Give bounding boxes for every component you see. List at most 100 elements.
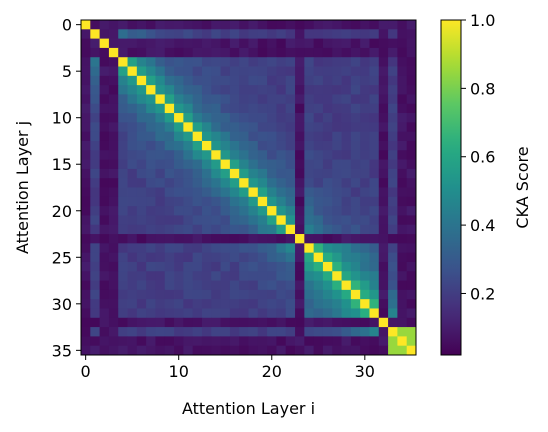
heatmap-cell xyxy=(257,131,268,142)
heatmap-cell xyxy=(192,29,203,40)
heatmap-cell xyxy=(183,122,194,133)
heatmap-cell xyxy=(313,280,324,291)
heatmap-cell xyxy=(350,187,361,198)
heatmap-cell xyxy=(248,38,259,49)
x-tick-label: 0 xyxy=(81,362,91,381)
heatmap-cell xyxy=(406,103,417,114)
heatmap-cell xyxy=(295,159,305,170)
heatmap-cell xyxy=(183,206,194,216)
heatmap-cell xyxy=(192,168,203,179)
heatmap-cell xyxy=(248,85,259,95)
heatmap-cell xyxy=(360,178,370,188)
heatmap-cell xyxy=(192,243,203,254)
heatmap-cell xyxy=(174,178,184,188)
heatmap-cell xyxy=(378,168,389,179)
heatmap-cell xyxy=(174,122,184,133)
heatmap-cell xyxy=(295,75,305,86)
heatmap-cell xyxy=(127,224,138,235)
heatmap-cell xyxy=(295,196,305,207)
heatmap-cell xyxy=(127,38,138,49)
heatmap-cell xyxy=(304,224,315,235)
heatmap-cell xyxy=(81,317,91,328)
heatmap-cell xyxy=(313,66,324,77)
heatmap-cell xyxy=(285,159,296,170)
heatmap-cell xyxy=(211,234,221,244)
heatmap-cell xyxy=(332,224,342,235)
heatmap-cell xyxy=(81,140,91,151)
heatmap-cell xyxy=(304,317,315,328)
heatmap-cell xyxy=(322,261,333,272)
heatmap-cell xyxy=(397,75,408,86)
heatmap-cell xyxy=(360,243,370,254)
heatmap-cell xyxy=(174,131,184,142)
heatmap-cell xyxy=(90,243,101,254)
heatmap-cell xyxy=(164,85,175,95)
heatmap-cell xyxy=(350,38,361,49)
heatmap-cell xyxy=(313,178,324,188)
heatmap-cell xyxy=(127,261,138,272)
heatmap-cell xyxy=(341,327,352,337)
heatmap-cell xyxy=(388,280,398,291)
heatmap-cell xyxy=(229,308,240,319)
heatmap-cell xyxy=(174,57,184,67)
heatmap-cell xyxy=(146,159,156,170)
heatmap-cell xyxy=(108,178,119,188)
heatmap-cell xyxy=(146,206,156,216)
heatmap-cell xyxy=(211,150,221,160)
heatmap-cell xyxy=(350,327,361,337)
heatmap-cell xyxy=(304,336,315,347)
heatmap-cell xyxy=(322,327,333,337)
heatmap-cell xyxy=(220,122,231,133)
colorbar-tick-label: 0.6 xyxy=(470,148,495,167)
heatmap-cell xyxy=(201,131,212,142)
heatmap-cell xyxy=(174,327,184,337)
heatmap-cell xyxy=(313,261,324,272)
heatmap-cell xyxy=(267,261,277,272)
heatmap-cell xyxy=(127,75,138,86)
heatmap-cell xyxy=(369,289,380,300)
heatmap-cell xyxy=(192,252,203,263)
heatmap-cell xyxy=(220,131,231,142)
heatmap-cell xyxy=(304,159,315,170)
heatmap-cell xyxy=(164,327,175,337)
heatmap-cell xyxy=(118,317,128,328)
heatmap-cell xyxy=(164,159,175,170)
heatmap-cell xyxy=(164,94,175,105)
heatmap-cell xyxy=(322,252,333,263)
heatmap-cell xyxy=(304,38,315,49)
heatmap-cell xyxy=(90,140,101,151)
heatmap-cell xyxy=(295,187,305,198)
heatmap-cell xyxy=(201,271,212,281)
heatmap-cell xyxy=(388,47,398,58)
heatmap-cell xyxy=(192,215,203,226)
heatmap-cell xyxy=(350,317,361,328)
heatmap-cell xyxy=(99,252,110,263)
heatmap-cell xyxy=(388,20,398,30)
heatmap-cell xyxy=(397,168,408,179)
heatmap-cell xyxy=(248,122,259,133)
heatmap-cell xyxy=(155,206,166,216)
heatmap-cell xyxy=(99,224,110,235)
heatmap-cell xyxy=(90,29,101,40)
heatmap-cell xyxy=(285,47,296,58)
heatmap-cell xyxy=(369,66,380,77)
heatmap-cell xyxy=(350,113,361,123)
heatmap-cell xyxy=(174,29,184,40)
heatmap-cell xyxy=(397,178,408,188)
heatmap-cell xyxy=(406,234,417,244)
heatmap-cell xyxy=(397,66,408,77)
heatmap-cell xyxy=(378,345,389,356)
heatmap-cell xyxy=(90,215,101,226)
heatmap-cell xyxy=(257,280,268,291)
heatmap-cell xyxy=(378,336,389,347)
heatmap-cell xyxy=(183,140,194,151)
heatmap-cell xyxy=(127,159,138,170)
heatmap-cell xyxy=(118,243,128,254)
heatmap-cell xyxy=(388,234,398,244)
heatmap-cell xyxy=(146,299,156,309)
heatmap-cell xyxy=(108,299,119,309)
heatmap-cell xyxy=(108,271,119,281)
heatmap-cell xyxy=(257,336,268,347)
heatmap-cell xyxy=(108,47,119,58)
heatmap-cell xyxy=(388,289,398,300)
